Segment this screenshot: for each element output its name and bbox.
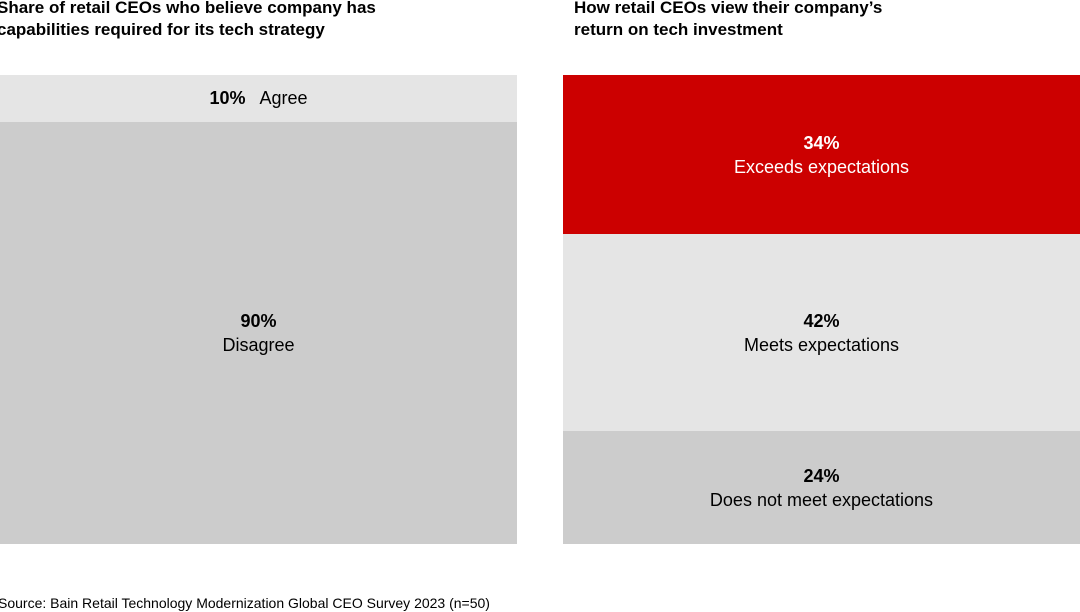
- stacked-bar-return-on-tech: 34% Exceeds expectations 42% Meets expectat…: [563, 75, 1080, 544]
- data-label-category: Meets expectations: [743, 334, 900, 355]
- bar-segment-meets-expectations: 42% Meets expectations: [563, 234, 1080, 432]
- chart-title-left: Share of retail CEOs who believe company…: [0, 0, 376, 39]
- chart-title-right: How retail CEOs view their company’s ret…: [574, 0, 883, 39]
- bar-segment-agree: 10% Agree: [0, 75, 517, 122]
- bar-segment-does-not-meet-expectations: 24% Does not meet expectations: [563, 431, 1080, 544]
- data-label-category: Does not meet expectations: [709, 489, 934, 510]
- bar-segment-exceeds-expectations: 34% Exceeds expectations: [563, 75, 1080, 235]
- data-label-category: Exceeds expectations: [733, 156, 910, 177]
- bar-segment-disagree: 90% Disagree: [0, 121, 517, 544]
- data-label-category: Agree: [259, 88, 308, 109]
- stacked-bar-capabilities: 10% Agree 90% Disagree: [0, 75, 517, 544]
- data-label-value: 42%: [803, 310, 840, 331]
- data-label-value: 34%: [803, 132, 840, 153]
- data-label-value: 24%: [803, 465, 840, 486]
- data-label-value: 90%: [240, 310, 277, 331]
- data-label-value: 10%: [209, 88, 246, 109]
- data-label-category: Disagree: [222, 334, 295, 355]
- source-note: Source: Bain Retail Technology Moderniza…: [0, 595, 490, 611]
